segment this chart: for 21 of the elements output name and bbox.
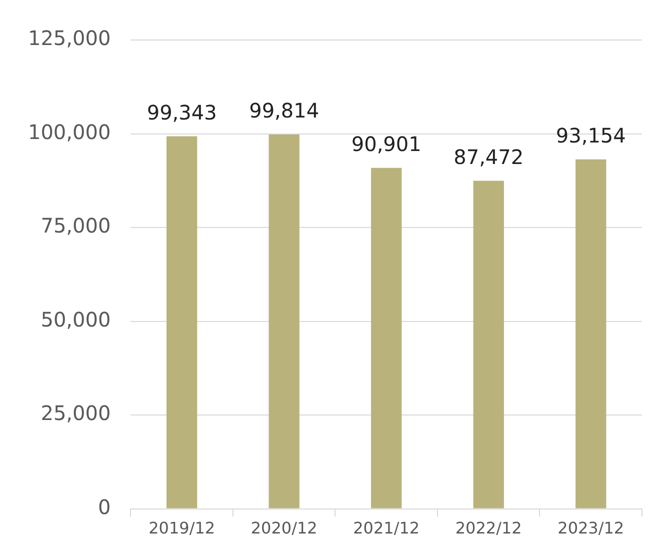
x-tick-label: 2021/12 bbox=[353, 518, 420, 538]
data-label: 87,472 bbox=[454, 144, 524, 169]
bar bbox=[473, 180, 504, 508]
bar bbox=[166, 136, 198, 508]
data-label: 90,901 bbox=[351, 132, 422, 156]
y-tick-label: 75,000 bbox=[40, 214, 111, 238]
bar bbox=[371, 168, 402, 508]
y-tick-label: 50,000 bbox=[40, 307, 111, 332]
x-tick-label: 2020/12 bbox=[250, 518, 318, 538]
data-label: 93,154 bbox=[556, 124, 626, 148]
bar bbox=[268, 134, 300, 508]
y-tick-label: 125,000 bbox=[28, 26, 111, 50]
y-tick-label: 100,000 bbox=[28, 120, 111, 144]
bar bbox=[576, 159, 606, 508]
x-tick-label: 2023/12 bbox=[558, 518, 624, 538]
x-tick-label: 2022/12 bbox=[455, 518, 522, 538]
data-label: 99,814 bbox=[249, 98, 320, 123]
y-tick-label: 25,000 bbox=[40, 401, 111, 426]
x-tick-label: 2019/12 bbox=[148, 518, 216, 538]
data-label: 99,343 bbox=[146, 100, 217, 124]
y-tick-label: 0 bbox=[98, 495, 111, 520]
